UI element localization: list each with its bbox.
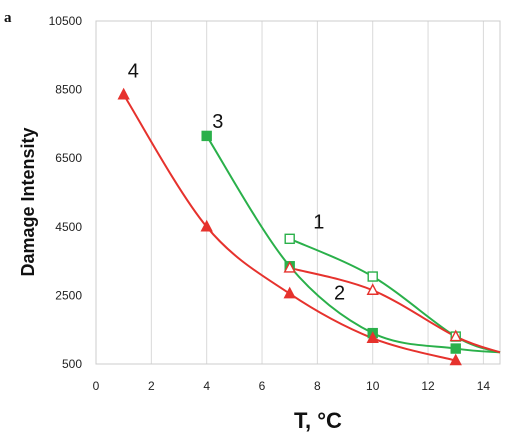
series-4-point <box>449 353 462 366</box>
x-tick-label: 14 <box>477 379 491 393</box>
x-tick-label: 6 <box>259 379 266 393</box>
plot-frame <box>95 20 501 365</box>
y-tick-label: 500 <box>62 357 82 371</box>
y-tick-label: 8500 <box>55 83 82 97</box>
x-tick-label: 12 <box>421 379 435 393</box>
y-tick-label: 4500 <box>55 220 82 234</box>
x-tick-label: 8 <box>314 379 321 393</box>
x-tick-label: 0 <box>93 379 100 393</box>
series-4-line <box>122 94 456 362</box>
series-2-point <box>449 329 462 342</box>
series-3-point <box>201 130 212 142</box>
series-2-line <box>289 266 501 354</box>
y-axis-ticks: 500 2500 4500 6500 8500 10500 <box>49 14 83 371</box>
panel-label: a <box>4 10 12 26</box>
gridlines <box>150 21 484 364</box>
series-label: 3 <box>212 111 223 133</box>
y-tick-label: 2500 <box>55 288 82 302</box>
series-label: 2 <box>334 283 345 305</box>
x-tick-label: 4 <box>203 379 210 393</box>
series-label: 1 <box>313 212 324 234</box>
series-lines <box>122 94 501 362</box>
series-labels: 1 2 3 4 <box>128 61 345 305</box>
series-1-point <box>367 271 378 282</box>
series-4-point <box>200 219 213 232</box>
series-2-point <box>283 260 296 273</box>
series-2-point <box>366 283 379 295</box>
series-4-point <box>366 331 379 343</box>
y-tick-label: 6500 <box>55 151 82 165</box>
series-1-point <box>284 233 295 245</box>
series-4-point <box>283 286 296 299</box>
series-3-line <box>205 135 501 354</box>
series-4-point <box>117 87 130 100</box>
x-axis-ticks: 0 2 4 6 8 10 12 14 <box>93 379 491 393</box>
y-axis-title: Damage Intensity <box>18 127 38 276</box>
series-3-point <box>450 343 461 354</box>
x-tick-label: 2 <box>148 379 155 393</box>
series-markers <box>117 87 462 366</box>
x-axis-title: T, °C <box>294 408 342 433</box>
series-label: 4 <box>128 61 139 83</box>
y-tick-label: 10500 <box>49 14 83 28</box>
x-tick-label: 10 <box>366 379 380 393</box>
series-1-line <box>289 237 501 354</box>
